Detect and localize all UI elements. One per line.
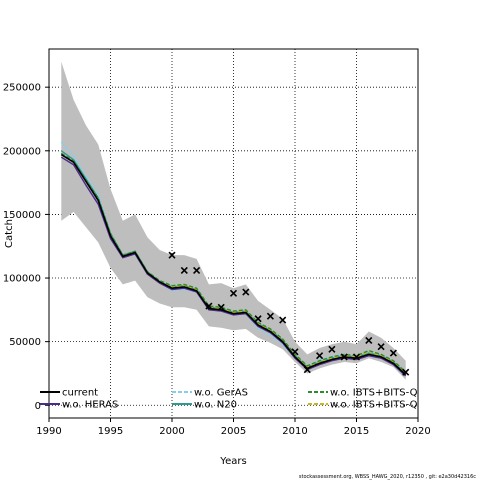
observed-point (377, 343, 385, 351)
observed-point (291, 348, 299, 356)
observed-point (266, 312, 274, 320)
observed-point (316, 352, 324, 360)
legend-entry-3: w.o. N20 (172, 400, 237, 411)
observed-point (242, 288, 250, 296)
series-line-4 (60, 152, 407, 373)
series-line-0 (60, 153, 407, 376)
observed-point (193, 266, 201, 274)
observed-point (402, 368, 410, 376)
x-tick-label: 1990 (36, 426, 61, 437)
y-tick-label: 250000 (3, 83, 41, 94)
observed-point (328, 345, 336, 353)
observed-point (229, 289, 238, 297)
observed-point (254, 315, 262, 323)
confidence-band (61, 61, 406, 380)
observed-point (389, 349, 397, 357)
observed-point (279, 316, 287, 324)
observed-point (303, 366, 311, 374)
x-tick-label: 2005 (221, 426, 246, 437)
x-tick-label: 1995 (98, 426, 123, 437)
y-tick-label: 0 (35, 401, 41, 412)
legend-entry-4: w.o. IBTS+BITS-Q (308, 388, 418, 399)
x-axis-title: Years (219, 456, 246, 467)
footer-credit: stockassessment.org, WBSS_HAWG_2020, r12… (299, 474, 476, 480)
x-tick-label: 2020 (405, 426, 430, 437)
observed-point (352, 353, 361, 361)
series-line-5 (60, 152, 407, 375)
observed-point (180, 266, 188, 274)
legend-label: w.o. N20 (194, 400, 237, 411)
legend-label: w.o. HERAS (62, 400, 118, 411)
observed-point (168, 251, 176, 259)
y-tick-label: 200000 (3, 146, 41, 157)
observed-point (365, 336, 373, 344)
y-axis-title: Catch (4, 219, 15, 248)
legend-label: w.o. IBTS+BITS-Q (330, 388, 418, 399)
legend-entry-1: w.o. HERAS (40, 400, 118, 411)
observed-point (340, 353, 348, 361)
series-line-1 (60, 156, 407, 377)
y-tick-label: 100000 (3, 274, 41, 285)
y-tick-label: 150000 (3, 210, 41, 221)
legend-entry-0: current (40, 388, 98, 399)
observed-point (217, 303, 225, 311)
y-tick-label: 50000 (9, 337, 41, 348)
observed-points (168, 251, 410, 376)
legend-label: w.o. IBTS+BITS-Q (330, 400, 418, 411)
x-tick-label: 2010 (282, 426, 307, 437)
observed-point (205, 302, 213, 310)
series-lines (60, 141, 407, 377)
legend-entry-2: w.o. GerAS (172, 388, 248, 399)
x-tick-label: 2015 (344, 426, 369, 437)
legend-label: w.o. GerAS (194, 388, 248, 399)
legend-entry-5: w.o. IBTS+BITS-Q (308, 400, 418, 411)
x-tick-label: 2000 (159, 426, 184, 437)
legend-label: current (62, 388, 98, 399)
axis-ticks: 1990 1995 2000 2005 2010 2015 2020 0 50000 100000… (3, 83, 431, 437)
uncertainty-band (61, 61, 406, 380)
